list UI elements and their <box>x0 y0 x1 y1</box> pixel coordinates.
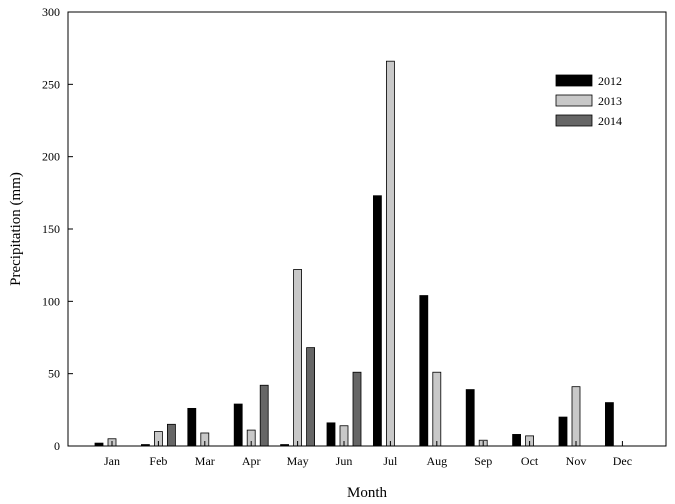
bar-2013-aug <box>432 371 442 447</box>
bar-2013-nov <box>571 386 581 447</box>
x-tick-label: Oct <box>521 454 539 468</box>
y-tick-label: 300 <box>42 5 60 19</box>
bar-2013-may <box>293 269 303 447</box>
bar-2014-feb <box>166 423 176 447</box>
legend-swatch-2013 <box>555 94 593 107</box>
x-tick-label: Mar <box>195 454 215 468</box>
x-axis-label: Month <box>347 485 388 501</box>
bar-2012-jun <box>326 422 336 447</box>
bar-2012-oct <box>512 434 521 447</box>
x-axis: Jan Feb Mar Apr May Jun Jul Aug Sep Oct Nov Dec <box>104 441 632 468</box>
bar-2012-aug <box>419 295 429 447</box>
bar-2012-nov <box>558 416 568 447</box>
bar-2014-jun <box>352 371 362 447</box>
y-tick-label: 250 <box>42 77 60 91</box>
x-tick-label: Jun <box>336 454 353 468</box>
y-axis: 0 50 100 150 200 250 300 <box>42 5 73 453</box>
x-tick-label: Jan <box>104 454 120 468</box>
x-tick-label: Jul <box>383 454 398 468</box>
legend-swatch-2014 <box>555 114 593 127</box>
legend-swatch-2012 <box>555 74 593 87</box>
legend-label-2012: 2012 <box>598 74 622 88</box>
x-tick-label: Aug <box>426 454 447 468</box>
bar-2012-sep <box>465 389 475 447</box>
x-tick-label: Feb <box>149 454 167 468</box>
bars-group <box>94 60 614 447</box>
x-tick-label: Dec <box>613 454 632 468</box>
y-tick-label: 200 <box>42 150 60 164</box>
bar-2013-jul <box>385 60 395 447</box>
legend-label-2014: 2014 <box>598 114 622 128</box>
bar-2014-may <box>306 347 316 447</box>
y-tick-label: 50 <box>48 367 60 381</box>
bar-2012-apr <box>233 403 243 447</box>
bar-2014-apr <box>259 384 269 447</box>
legend: 2012 2013 2014 <box>555 74 622 128</box>
x-tick-label: Sep <box>474 454 492 468</box>
y-axis-label: Precipitation (mm) <box>8 172 24 286</box>
x-tick-label: May <box>287 454 309 468</box>
x-tick-label: Apr <box>242 454 261 468</box>
bar-2012-dec <box>605 402 614 447</box>
y-tick-label: 150 <box>42 222 60 236</box>
y-tick-label: 0 <box>54 439 60 453</box>
legend-label-2013: 2013 <box>598 94 622 108</box>
x-tick-label: Nov <box>566 454 587 468</box>
bar-2012-jul <box>372 195 382 447</box>
bar-2012-mar <box>187 407 197 447</box>
y-tick-label: 100 <box>42 294 60 308</box>
